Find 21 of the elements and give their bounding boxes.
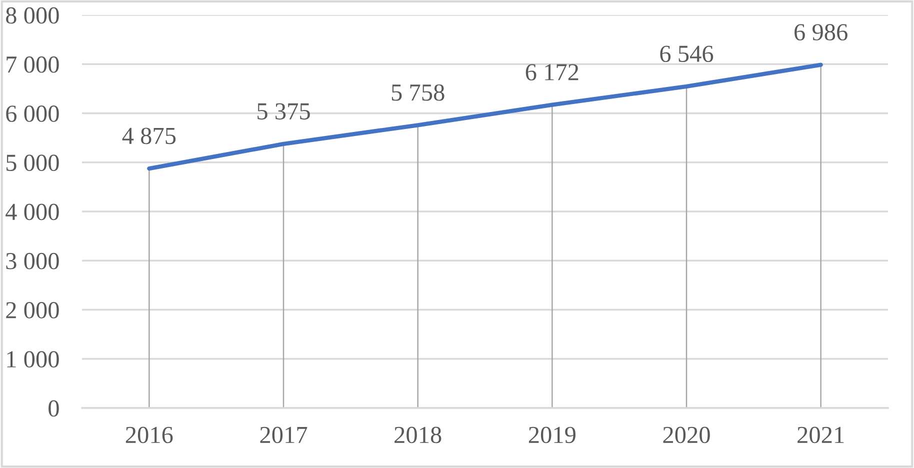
x-tick-label: 2017	[260, 426, 308, 444]
y-tick-label: 8 000	[6, 7, 59, 24]
y-tick-label: 6 000	[6, 106, 59, 122]
x-tick-label: 2019	[528, 426, 576, 444]
data-label: 6 546	[660, 46, 714, 62]
x-tick-label: 2016	[126, 426, 173, 444]
data-label: 6 172	[526, 64, 578, 80]
y-tick-label: 0	[48, 400, 59, 417]
data-label: 4 875	[122, 128, 176, 144]
x-tick-label: 2020	[663, 426, 710, 444]
y-tick-label: 4 000	[6, 204, 59, 220]
x-tick-label: 2018	[394, 426, 442, 444]
x-tick-label: 2021	[798, 426, 844, 444]
data-label: 5 758	[392, 84, 444, 101]
y-tick-label: 3 000	[6, 252, 59, 270]
y-tick-label: 5 000	[6, 154, 59, 172]
y-tick-label: 2 000	[6, 302, 59, 318]
data-label: 5 375	[258, 103, 310, 120]
data-label: 6 986	[794, 24, 848, 40]
y-tick-label: 7 000	[6, 56, 59, 73]
y-tick-label: 1 000	[7, 351, 59, 368]
